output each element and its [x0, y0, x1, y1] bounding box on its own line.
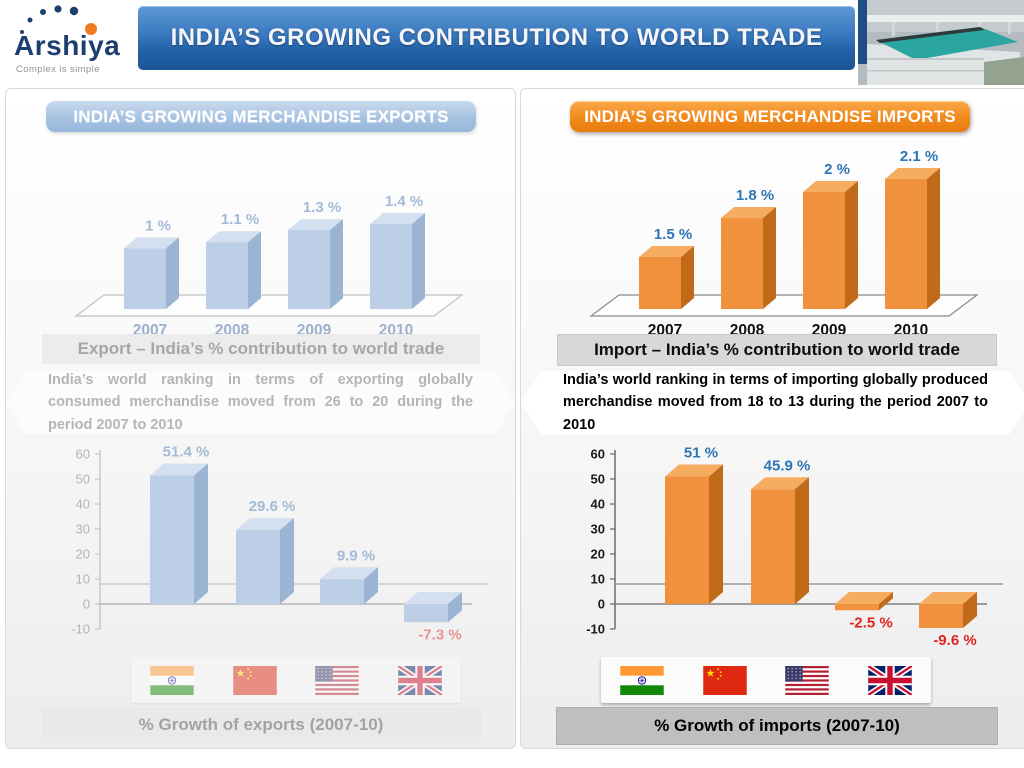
- flag-china-icon: [703, 665, 747, 695]
- export-contribution-chart: 1 % 2007 1.1 % 2008 1.3 % 2009 1.4 % 2010: [26, 135, 496, 345]
- flag-india-icon: [150, 665, 194, 695]
- svg-text:2.1 %: 2.1 %: [900, 148, 938, 165]
- svg-text:-9.6 %: -9.6 %: [933, 632, 976, 649]
- import-contribution-caption: Import – India’s % contribution to world…: [557, 334, 997, 366]
- svg-text:9.9 %: 9.9 %: [337, 547, 375, 564]
- svg-text:1.1 %: 1.1 %: [221, 211, 259, 228]
- import-growth-caption: % Growth of imports (2007-10): [556, 707, 998, 745]
- svg-text:-10: -10: [71, 622, 90, 637]
- svg-text:30: 30: [591, 522, 605, 537]
- export-ranking-arrow: India’s world ranking in terms of export…: [6, 371, 515, 434]
- flag-uk-icon: [866, 665, 913, 695]
- imports-title-pill: INDIA’S GROWING MERCHANDISE IMPORTS: [570, 101, 970, 132]
- svg-text:20: 20: [76, 547, 90, 562]
- svg-text:51 %: 51 %: [684, 445, 718, 462]
- warehouse-photo: [858, 0, 1024, 85]
- page-title: INDIA’S GROWING CONTRIBUTION TO WORLD TR…: [170, 24, 823, 51]
- svg-text:1.4 %: 1.4 %: [385, 193, 423, 210]
- logo-dots-icon: [20, 5, 97, 35]
- import-ranking-text: India’s world ranking in terms of import…: [563, 371, 988, 433]
- svg-text:10: 10: [76, 572, 90, 587]
- svg-text:60: 60: [76, 447, 90, 462]
- svg-text:40: 40: [591, 497, 605, 512]
- svg-text:1.3 %: 1.3 %: [303, 199, 341, 216]
- exports-title: INDIA’S GROWING MERCHANDISE EXPORTS: [73, 106, 449, 126]
- export-growth-caption: % Growth of exports (2007-10): [41, 707, 481, 743]
- svg-text:50: 50: [76, 472, 90, 487]
- svg-text:-7.3 %: -7.3 %: [418, 626, 461, 643]
- export-flags-strip: [131, 657, 461, 703]
- exports-title-pill: INDIA’S GROWING MERCHANDISE EXPORTS: [46, 101, 476, 132]
- header: Arshiya Complex is simple INDIA’S GROWIN…: [0, 0, 1024, 86]
- svg-text:60: 60: [591, 447, 605, 462]
- logo-tagline: Complex is simple: [16, 64, 100, 75]
- svg-text:1 %: 1 %: [145, 217, 171, 234]
- imports-card: INDIA’S GROWING MERCHANDISE IMPORTS 1.5 …: [520, 88, 1024, 749]
- flag-india-icon: [620, 665, 664, 695]
- svg-text:-10: -10: [586, 622, 605, 637]
- import-flags-strip: [601, 657, 931, 703]
- svg-text:0: 0: [83, 597, 90, 612]
- flag-usa-icon: [315, 665, 359, 695]
- svg-text:10: 10: [591, 572, 605, 587]
- flag-usa-icon: [785, 665, 829, 695]
- svg-text:2 %: 2 %: [824, 161, 850, 178]
- title-bar: INDIA’S GROWING CONTRIBUTION TO WORLD TR…: [138, 6, 855, 70]
- svg-text:45.9 %: 45.9 %: [764, 457, 811, 474]
- import-ranking-arrow: India’s world ranking in terms of import…: [521, 371, 1024, 434]
- imports-title: INDIA’S GROWING MERCHANDISE IMPORTS: [584, 106, 956, 126]
- svg-text:50: 50: [591, 472, 605, 487]
- svg-text:1.8 %: 1.8 %: [736, 187, 774, 204]
- export-ranking-text: India’s world ranking in terms of export…: [48, 371, 473, 433]
- import-growth-chart: 60 50 40 30 20 10 0 -10 51 % 45.9 % -2.5 % -9.6 %: [535, 439, 1015, 651]
- svg-text:0: 0: [598, 597, 605, 612]
- logo-wordmark: Arshiya: [14, 30, 121, 61]
- svg-text:40: 40: [76, 497, 90, 512]
- flag-uk-icon: [396, 665, 443, 695]
- svg-text:51.4 %: 51.4 %: [163, 444, 210, 461]
- export-contribution-caption: Export – India’s % contribution to world…: [42, 334, 480, 364]
- export-growth-chart: 60 50 40 30 20 10 0 -10 51.4 % 29.6 % 9.9 % -7.3 %: [20, 439, 500, 651]
- svg-text:30: 30: [76, 522, 90, 537]
- svg-text:29.6 %: 29.6 %: [249, 498, 296, 515]
- svg-text:20: 20: [591, 547, 605, 562]
- svg-text:-2.5 %: -2.5 %: [849, 614, 892, 631]
- svg-text:1.5 %: 1.5 %: [654, 226, 692, 243]
- arshiya-logo: Arshiya Complex is simple: [8, 2, 138, 84]
- exports-card: INDIA’S GROWING MERCHANDISE EXPORTS 1 % 2…: [5, 88, 516, 749]
- flag-china-icon: [233, 665, 277, 695]
- import-contribution-chart: 1.5 % 2007 1.8 % 2008 2 % 2009 2.1 % 2010: [541, 135, 1011, 345]
